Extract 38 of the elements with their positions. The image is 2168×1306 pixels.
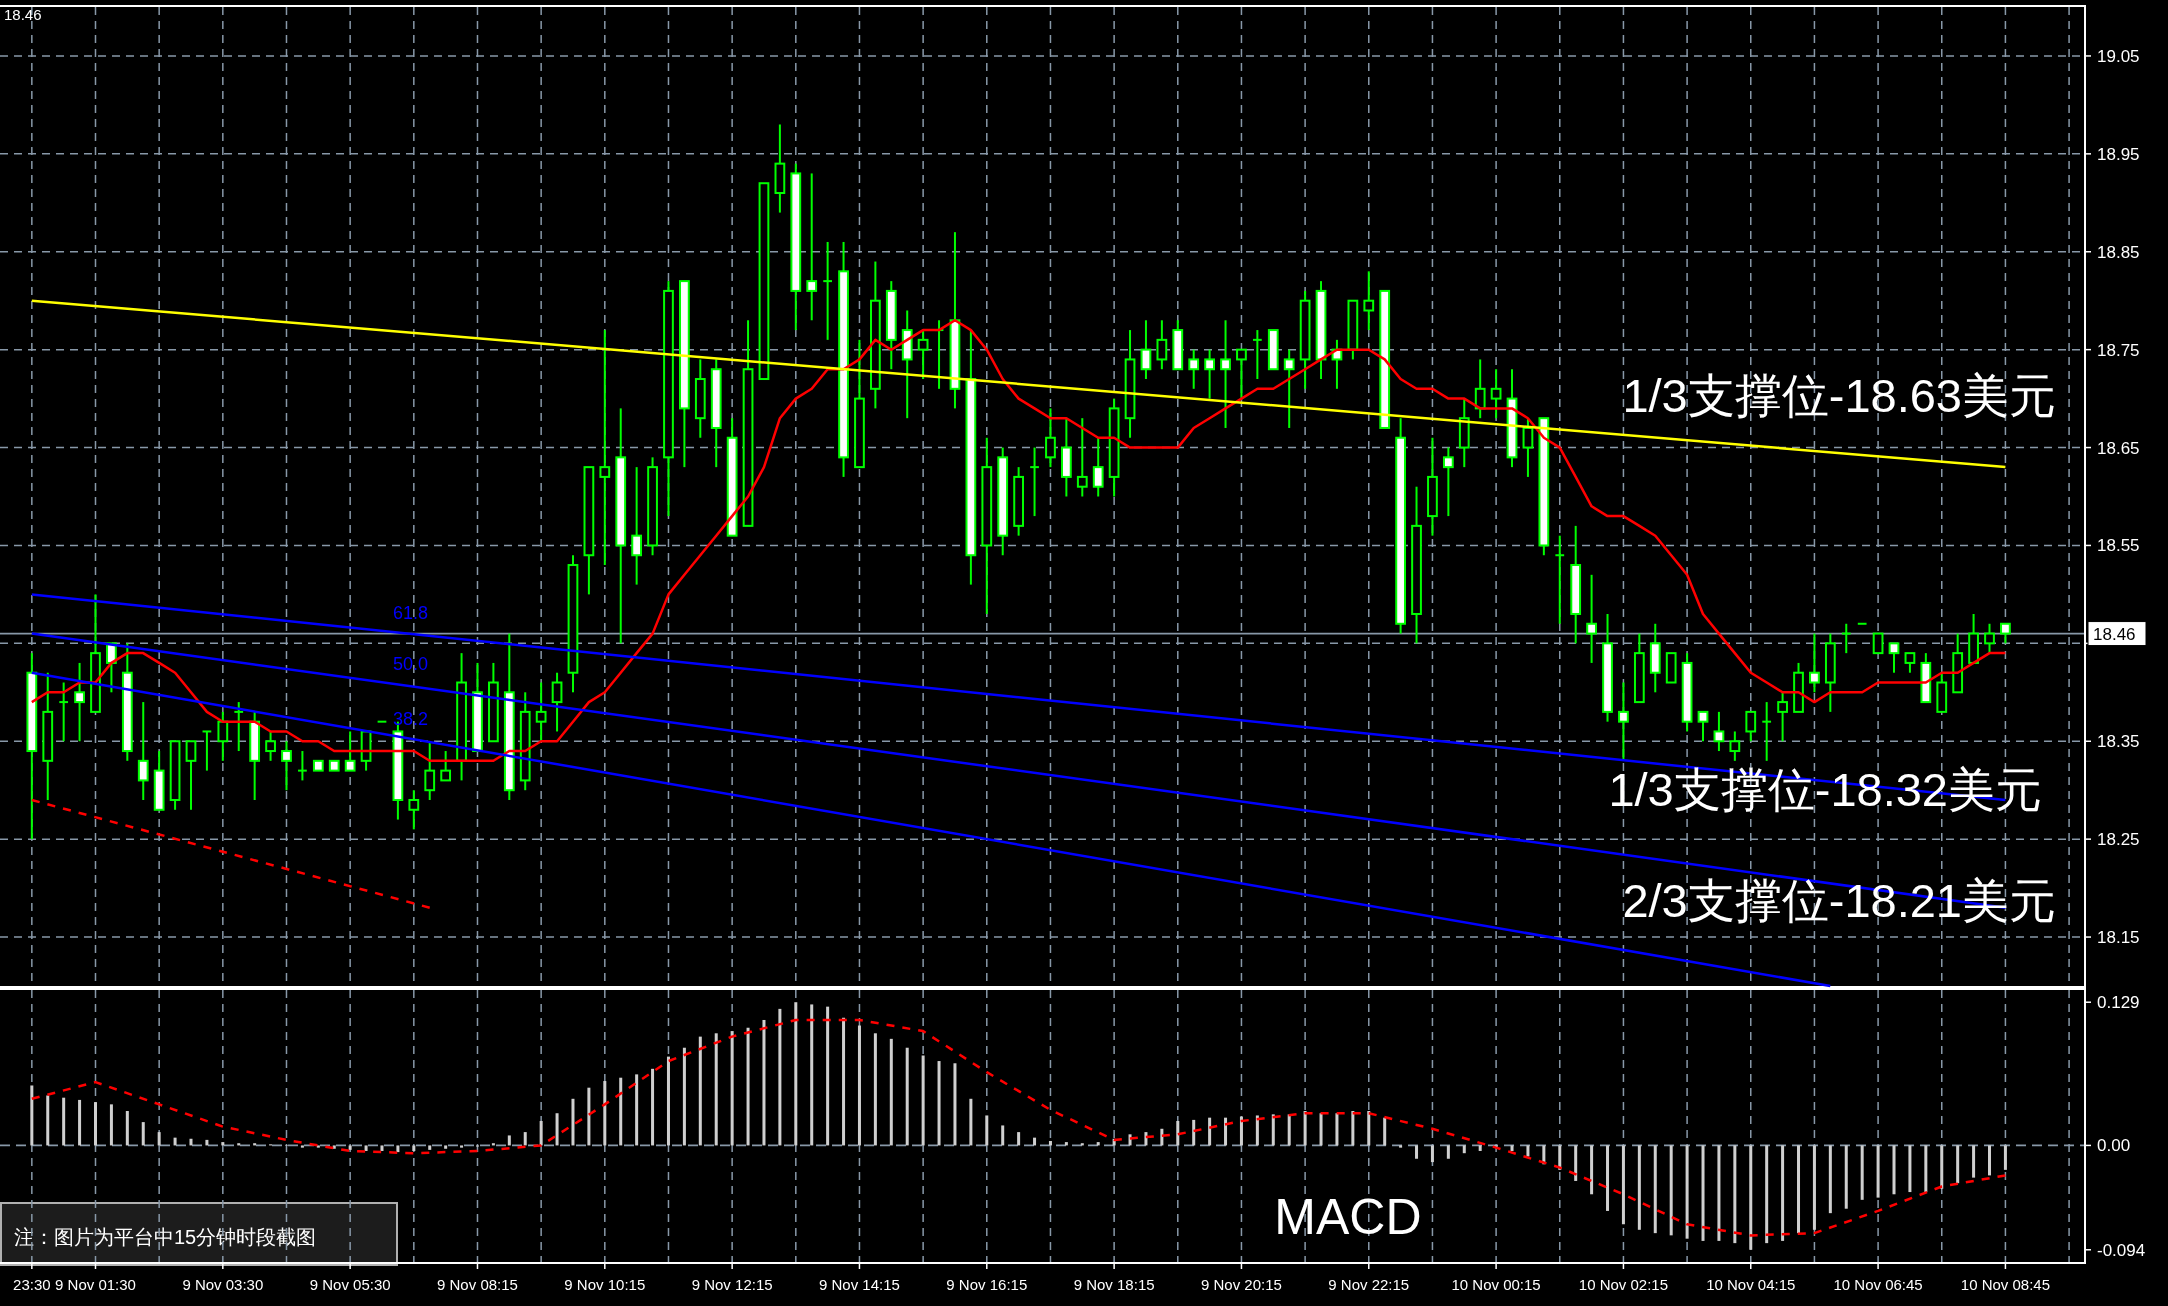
- y-tick-label: -0.094: [2097, 1240, 2146, 1260]
- x-tick-label: 10 Nov 02:15: [1578, 1276, 1669, 1293]
- y-tick-label: 18.25: [2097, 830, 2140, 850]
- y-tick-label: 18.75: [2097, 340, 2140, 360]
- x-tick-label: 9 Nov 22:15: [1328, 1276, 1410, 1293]
- x-tick-label: 9 Nov 12:15: [691, 1276, 773, 1293]
- text: MACD: [1274, 1189, 1422, 1245]
- annotation: 注：图片为平台中15分钟时段截图: [14, 1226, 317, 1248]
- y-tick-label: 18.85: [2097, 242, 2140, 262]
- x-tick-label: 10 Nov 08:45: [1960, 1276, 2051, 1293]
- ref-line-label: 18.46: [2093, 624, 2136, 644]
- y-tick-label: 19.05: [2097, 46, 2140, 66]
- annotation: 38.2: [393, 709, 429, 729]
- x-tick-label: 9 Nov 20:15: [1201, 1276, 1282, 1293]
- x-tick-label: 9 Nov 18:15: [1073, 1276, 1155, 1293]
- x-tick-label: 9 Nov 08:15: [437, 1276, 518, 1293]
- y-tick-label: 0.00: [2097, 1136, 2131, 1156]
- y-tick-label: 18.95: [2097, 144, 2140, 164]
- y-tick-label: 18.55: [2097, 536, 2140, 556]
- x-tick-label: 9 Nov 03:30: [182, 1276, 264, 1293]
- x-tick-label: 9 Nov 01:30: [55, 1276, 136, 1293]
- annotation: 50.0: [393, 654, 429, 674]
- y-tick-label: 0.129: [2097, 993, 2140, 1013]
- note-box: 注：图片为平台中15分钟时段截图: [0, 1202, 398, 1266]
- annotation: 1/3支撑位-18.63美元: [1622, 369, 2056, 422]
- x-tick-label: 23:30: [13, 1276, 51, 1293]
- y-tick-label: 18.35: [2097, 732, 2140, 752]
- x-tick-label: 9 Nov 14:15: [819, 1276, 900, 1293]
- y-tick-label: 18.65: [2097, 438, 2140, 458]
- x-tick-label: 10 Nov 04:15: [1706, 1276, 1796, 1293]
- annotation: 61.8: [393, 603, 429, 623]
- x-tick-label: 9 Nov 05:30: [309, 1276, 391, 1293]
- annotation: 18.46: [4, 6, 42, 23]
- y-tick-label: 18.15: [2097, 928, 2140, 948]
- x-tick-label: 9 Nov 16:15: [946, 1276, 1028, 1293]
- x-tick-label: 10 Nov 00:15: [1451, 1276, 1541, 1293]
- x-tick-label: 10 Nov 06:45: [1833, 1276, 1923, 1293]
- x-tick-label: 9 Nov 10:15: [564, 1276, 646, 1293]
